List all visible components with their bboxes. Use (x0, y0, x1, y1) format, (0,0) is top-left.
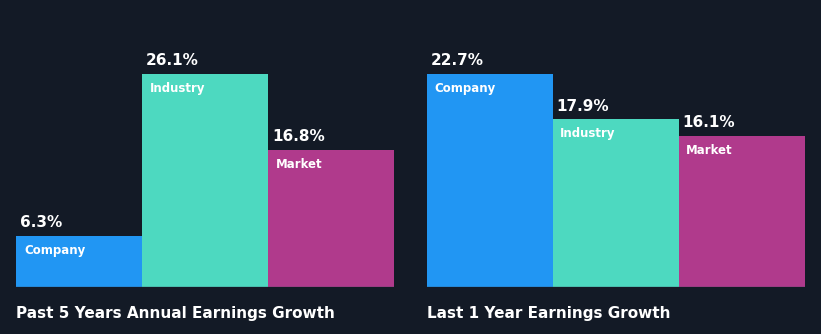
Text: 26.1%: 26.1% (146, 53, 199, 68)
Text: Industry: Industry (561, 127, 616, 140)
Text: Industry: Industry (150, 82, 205, 95)
Text: 6.3%: 6.3% (21, 215, 62, 230)
Text: Past 5 Years Annual Earnings Growth: Past 5 Years Annual Earnings Growth (16, 306, 335, 321)
Bar (16, 236, 142, 287)
Bar (553, 119, 679, 287)
Text: Company: Company (434, 82, 496, 95)
Text: Market: Market (686, 144, 733, 157)
Text: Market: Market (276, 158, 323, 171)
Text: 22.7%: 22.7% (431, 53, 484, 68)
Text: 17.9%: 17.9% (557, 99, 609, 114)
Text: Last 1 Year Earnings Growth: Last 1 Year Earnings Growth (427, 306, 671, 321)
Text: 16.8%: 16.8% (272, 130, 325, 144)
Bar (427, 74, 553, 287)
Bar (679, 136, 805, 287)
Text: Company: Company (24, 244, 85, 257)
Bar (142, 74, 268, 287)
Text: 16.1%: 16.1% (682, 116, 735, 131)
Bar (268, 150, 394, 287)
